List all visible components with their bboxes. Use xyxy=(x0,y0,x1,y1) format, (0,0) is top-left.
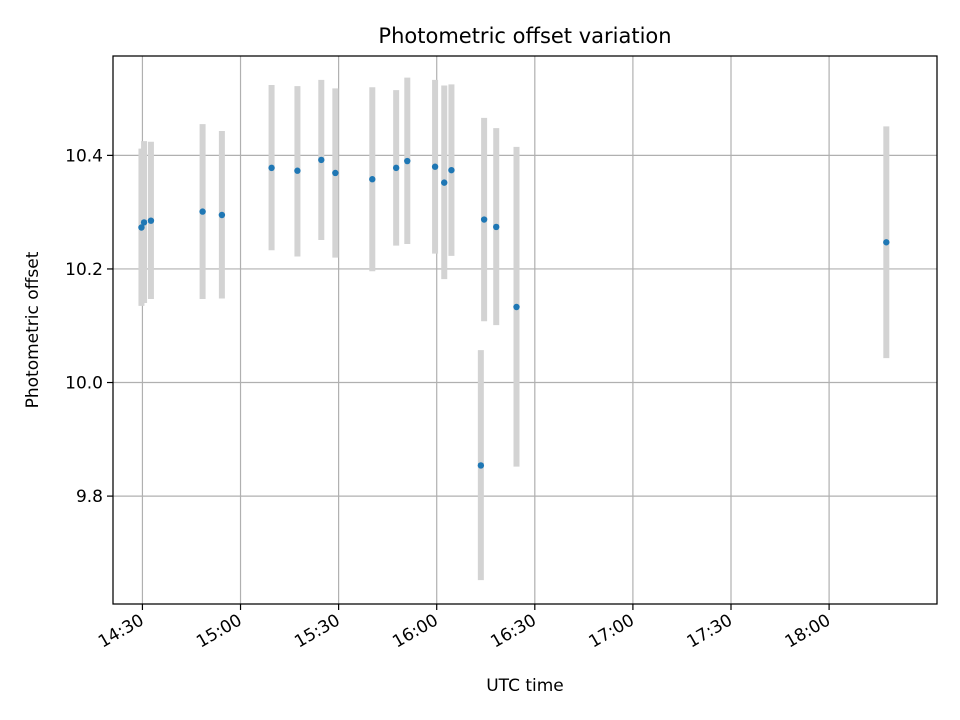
y-tick-label: 10.2 xyxy=(65,260,103,280)
data-point xyxy=(140,219,148,226)
point-layer xyxy=(138,156,890,469)
data-point xyxy=(138,224,145,231)
x-axis-label: UTC time xyxy=(486,676,564,696)
data-point xyxy=(480,216,488,223)
data-point xyxy=(294,167,301,174)
data-point xyxy=(431,163,439,170)
data-point xyxy=(199,208,206,215)
data-point xyxy=(441,179,448,186)
plot-area-frame xyxy=(112,55,938,605)
data-point xyxy=(477,462,485,469)
data-point xyxy=(332,169,339,177)
data-point xyxy=(392,164,400,172)
data-point xyxy=(318,156,325,164)
data-point xyxy=(268,164,275,172)
data-point xyxy=(448,166,455,174)
y-tick-label: 10.4 xyxy=(65,146,103,166)
data-point xyxy=(147,217,155,224)
data-point xyxy=(218,211,226,219)
data-point xyxy=(513,303,520,311)
y-tick-label: 10.0 xyxy=(65,374,103,394)
data-point xyxy=(404,157,411,165)
data-point xyxy=(883,239,890,246)
y-tick-label: 9.8 xyxy=(76,487,103,507)
y-axis-label: Photometric offset xyxy=(23,251,43,408)
grid-layer xyxy=(113,56,937,604)
chart-title: Photometric offset variation xyxy=(378,24,671,48)
data-point xyxy=(493,223,500,231)
data-point xyxy=(369,176,376,183)
